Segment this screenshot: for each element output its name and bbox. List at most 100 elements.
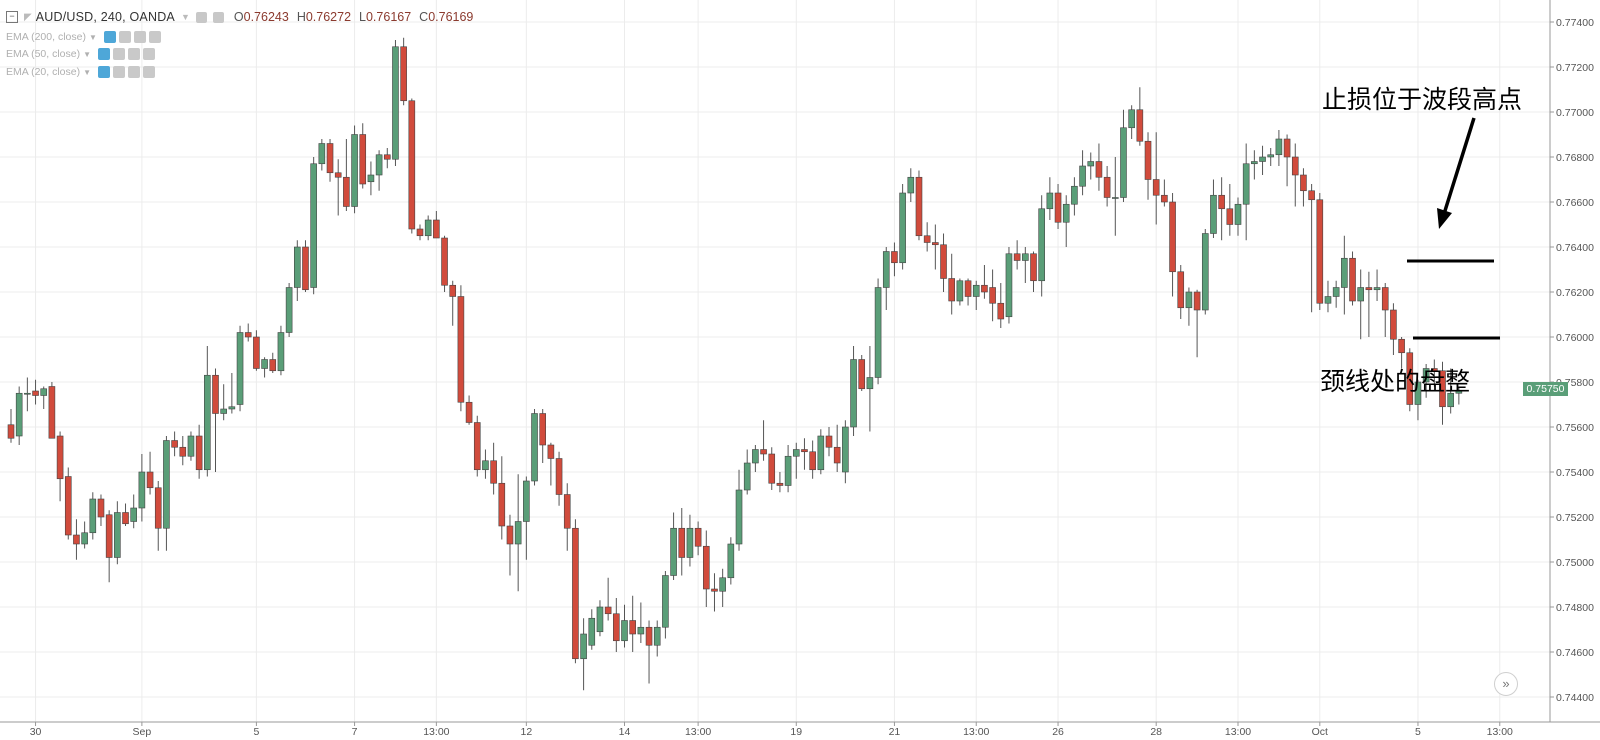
symbol-title[interactable]: AUD/USD, 240, OANDA	[35, 10, 175, 24]
candle	[212, 368, 219, 472]
time-tick-label: 13:00	[1225, 726, 1251, 738]
candle-body	[1152, 179, 1160, 196]
candle	[179, 436, 187, 466]
candle-body	[64, 476, 72, 536]
candle	[711, 573, 718, 612]
chevron-down-icon[interactable]: ▼	[180, 12, 190, 22]
candle	[334, 159, 342, 216]
candle-body	[809, 451, 816, 471]
candle	[948, 253, 956, 315]
ohlc-open-value: 0.76243	[243, 10, 289, 24]
price-tick-label: 0.74400	[1556, 692, 1594, 704]
candle	[473, 415, 481, 477]
candle-body	[40, 388, 48, 396]
indicator-ema-20[interactable]: EMA (20, close) ▼	[6, 66, 156, 78]
symbol-header: − ◤ AUD/USD, 240, OANDA ▼ O0.76243 H0.76…	[6, 10, 473, 24]
eye-icon[interactable]	[98, 48, 111, 60]
time-axis[interactable]: 30 Sep 5 7 13:00 12 14 13:00 19 21 13:00 26 28 13:00 O…	[0, 721, 1600, 738]
candle	[1332, 280, 1340, 308]
candle	[923, 222, 931, 252]
indicator-label[interactable]: EMA (20, close)	[6, 66, 81, 78]
indicator-label[interactable]: EMA (50, close)	[6, 48, 81, 60]
settings-icon[interactable]	[212, 11, 224, 23]
drawings	[1407, 117, 1500, 340]
close-icon[interactable]	[143, 66, 156, 78]
candle	[735, 469, 743, 551]
candle	[441, 235, 448, 292]
candle	[915, 170, 923, 241]
settings-icon[interactable]	[118, 31, 131, 43]
candle	[40, 386, 48, 409]
candle	[163, 436, 170, 551]
candle-body	[604, 606, 612, 615]
eye-icon[interactable]	[98, 66, 111, 78]
chevron-down-icon[interactable]: ▼	[88, 32, 97, 42]
chevron-down-icon[interactable]: ▼	[83, 49, 92, 59]
more-icon[interactable]	[128, 66, 141, 78]
candle	[792, 442, 800, 479]
candle	[1005, 247, 1013, 324]
candle	[1218, 177, 1225, 241]
candle-body	[1022, 253, 1029, 261]
candle-body	[776, 482, 784, 486]
flag-icon: ◤	[24, 11, 32, 23]
candle	[236, 325, 244, 412]
candle	[269, 352, 277, 373]
candle-body	[1103, 176, 1111, 198]
candle	[784, 445, 792, 493]
more-icon[interactable]	[133, 31, 146, 43]
candle	[400, 37, 407, 106]
price-axis[interactable]: 0.77400 0.77200 0.77000 0.76800 0.76600 0.764…	[1549, 0, 1594, 722]
candle	[490, 442, 497, 495]
close-icon[interactable]	[143, 48, 156, 60]
candle	[932, 224, 939, 270]
candle-body	[392, 46, 399, 160]
candle	[1349, 251, 1356, 306]
candle	[907, 168, 915, 202]
candle-body	[784, 455, 792, 486]
candle-body	[293, 246, 301, 288]
collapse-icon[interactable]: −	[6, 11, 18, 23]
candle	[130, 494, 137, 529]
candle-body	[743, 462, 751, 491]
candle	[547, 442, 555, 486]
candle	[122, 503, 129, 526]
candle	[1398, 337, 1405, 369]
candle	[1341, 235, 1348, 315]
candle-body	[547, 444, 555, 459]
candle-body	[1447, 392, 1454, 408]
candle	[1390, 303, 1397, 355]
candle	[997, 283, 1005, 328]
candle-body	[48, 386, 56, 439]
candle-body	[539, 413, 547, 446]
eye-icon[interactable]	[103, 31, 116, 43]
ohlc-low-label: L	[359, 10, 366, 24]
candle-body	[1291, 156, 1299, 176]
candle	[1308, 184, 1315, 313]
more-icon[interactable]	[128, 48, 141, 60]
candle	[506, 514, 514, 576]
indicator-label[interactable]: EMA (200, close)	[6, 31, 86, 43]
price-tick-label: 0.76600	[1556, 197, 1594, 209]
indicator-ema-200[interactable]: EMA (200, close) ▼	[6, 31, 161, 43]
candle	[146, 451, 154, 495]
indicator-ema-50[interactable]: EMA (50, close) ▼	[6, 48, 156, 60]
time-tick-label: 26	[1052, 726, 1064, 738]
chevron-down-icon[interactable]: ▼	[83, 67, 92, 77]
visibility-icon[interactable]	[195, 11, 207, 23]
candle-body	[146, 471, 154, 489]
scroll-to-latest-button[interactable]: »	[1494, 672, 1518, 696]
close-icon[interactable]	[148, 31, 161, 43]
price-tick-label: 0.76000	[1556, 332, 1594, 344]
settings-icon[interactable]	[113, 66, 126, 78]
candle-body	[760, 449, 767, 455]
candle-body	[948, 278, 956, 302]
candle	[1022, 247, 1029, 283]
candle	[645, 620, 653, 684]
candle-body	[1422, 368, 1430, 383]
candle	[891, 242, 898, 277]
candle	[760, 420, 767, 461]
candle	[1447, 368, 1454, 414]
settings-icon[interactable]	[113, 48, 126, 60]
